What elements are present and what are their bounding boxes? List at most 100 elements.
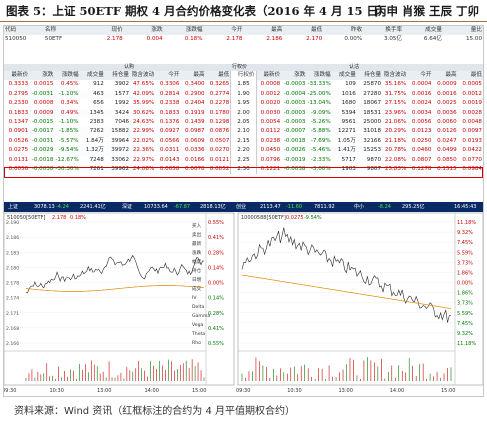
put-cell: 0.0193 xyxy=(462,137,482,144)
quote-cell: 2.186 xyxy=(266,36,283,43)
figure-header: 图表 5：上证 50ETF 期权 4 月合约价格变化表（2016 年 4 月 1… xyxy=(0,0,487,22)
left-chart-pct-tick: 0.28% xyxy=(208,250,224,256)
quote-cell: 0.18% xyxy=(184,36,203,43)
left-chart-pct-tick: 0.00% xyxy=(208,281,224,287)
option-detail-label: Theta xyxy=(191,331,205,337)
put-cell: 0.0422 xyxy=(457,146,483,156)
left-chart-price-tick: 2.190 xyxy=(6,220,19,226)
option-detail-label: 最新 xyxy=(192,240,202,247)
put-cell: 0.0019 xyxy=(462,100,482,107)
put-cell: -2.33% xyxy=(310,156,331,163)
call-cell: 0.2795 xyxy=(4,89,30,100)
call-cell: 2383 xyxy=(89,119,104,126)
strike-cell: 1.85 xyxy=(230,80,257,90)
call-cell: 0.0566 xyxy=(159,137,180,144)
quote-cell: 0.004 xyxy=(146,36,163,43)
option-chain-row[interactable]: 0.0056 -0.0030 -30.30% 7261 39962 24.06% 0.005… xyxy=(4,165,483,175)
atm-contract-highlight-box xyxy=(4,167,483,178)
option-chain-row[interactable]: 0.2330 0.0008 0.34% 656 1992 35.99% 0.2338 0.24… xyxy=(4,99,483,109)
status-bar-item: 中小 xyxy=(354,204,365,210)
call-cell: 0.0927 xyxy=(155,127,181,137)
quote-value-row[interactable]: 510050 50ETF 2.178 0.004 0.18% 2.178 2.186 2.17… xyxy=(4,35,483,44)
quote-cell: 0.00% xyxy=(344,36,363,43)
put-cell: 0.0250 xyxy=(411,137,432,144)
intraday-chart-canvas[interactable]: 510050[50ETF] 2.178 0.18% 0.55% 0.41% 0.28% 0.… xyxy=(4,211,483,397)
call-cell: 22.36% xyxy=(130,146,156,156)
left-chart-frame xyxy=(4,212,235,386)
put-cell: 18531 xyxy=(356,108,383,119)
quote-col-header: 代码 xyxy=(4,26,44,36)
call-cell: 0.0270 xyxy=(205,146,231,156)
put-cell: -0.0004 xyxy=(281,89,307,100)
put-cell: 5394 xyxy=(331,108,357,119)
call-cell: -0.0017 xyxy=(29,127,55,137)
put-cell: 0.0060 xyxy=(437,119,457,126)
option-detail-label: 幅度 xyxy=(192,258,202,265)
right-chart-pct-tick: 3.73% xyxy=(457,260,473,266)
left-chart-pct-tick: 0.55% xyxy=(208,220,224,226)
put-cell: -5.46% xyxy=(306,146,332,156)
status-bar-item: 创业 xyxy=(236,204,247,210)
quote-col-header: 今开 xyxy=(203,26,244,36)
put-cell: -25.00% xyxy=(306,89,332,100)
call-cell: -30.30% xyxy=(54,165,80,175)
call-cell: 0.0008 xyxy=(33,100,54,107)
status-bar-item: -11.60 xyxy=(286,204,303,210)
option-chain-table: 最新价 涨跌 涨跌幅 成交量 持仓量 隐含波动 今开 最高 最低 行权价 最新价 涨跌 涨跌幅 成交量 持仓… xyxy=(4,71,483,175)
call-cell: 7261 xyxy=(79,165,105,175)
figure-title: 图表 5：上证 50ETF 期权 4 月合约价格变化表（2016 年 4 月 1… xyxy=(6,4,390,18)
quote-cell: 6.64亿 xyxy=(423,36,442,43)
option-chain-row[interactable]: 0.1347 -0.0015 -1.10% 2383 7046 24.63% 0.1376 0… xyxy=(4,118,483,128)
quote-col-header: 现价 xyxy=(83,26,124,36)
left-chart-time-tick: 13:00 xyxy=(97,388,111,394)
put-cell: 25.83% xyxy=(382,165,408,175)
option-chain-row[interactable]: 0.2795 -0.0031 -1.10% 463 1577 42.09% 0.2814 0.… xyxy=(4,89,483,100)
call-cell: -0.0030 xyxy=(29,165,55,175)
put-cell: -0.0003 xyxy=(283,100,306,107)
put-cell: 25000 xyxy=(363,119,382,126)
put-cell: 0.0238 xyxy=(260,137,281,144)
put-cell: 0.0056 xyxy=(411,119,432,126)
option-chain-row[interactable]: 0.0275 -0.0029 -9.54% 1.32万 39972 22.36% 0.031… xyxy=(4,146,483,156)
put-cell: 0.0024 xyxy=(411,100,432,107)
call-cell: -0.0018 xyxy=(31,156,54,163)
call-cell: 22.99% xyxy=(130,127,156,137)
left-chart-price-tick: 2.166 xyxy=(6,341,19,347)
strike-cell: 2.10 xyxy=(230,127,257,137)
left-chart-code: 510050[50ETF] xyxy=(7,215,45,221)
left-chart-pct-tick: 0.41% xyxy=(208,235,224,241)
left-chart-pct-tick: 0.55% xyxy=(208,341,224,347)
put-cell: 0.0025 xyxy=(437,100,457,107)
strike-col-header: 行权价 xyxy=(230,71,257,81)
put-cell: 109 xyxy=(345,81,356,88)
call-cell: 0.0015 xyxy=(33,81,54,88)
call-cell: -0.0031 xyxy=(29,89,55,100)
option-chain-row[interactable]: 0.3333 0.0015 0.45% 912 3902 47.65% 0.3306 0.34… xyxy=(4,80,483,90)
call-cell: -0.0029 xyxy=(29,146,55,156)
option-detail-label: IV xyxy=(192,295,197,301)
option-chain-row[interactable]: 0.0526 -0.0031 -5.57% 1.84万 39964 22.02% 0.056… xyxy=(4,136,483,147)
call-cell: 0.0609 xyxy=(185,137,205,144)
quote-col-header: 最高 xyxy=(243,26,284,36)
call-cell: 0.1376 xyxy=(159,119,180,126)
put-cell: 0.0016 xyxy=(432,89,458,100)
status-bar-item: 16:45:43 xyxy=(454,204,477,210)
call-cell: 0.0009 xyxy=(29,108,55,119)
option-chain-row[interactable]: 0.1833 0.0009 0.49% 1345 3424 30.62% 0.1833 0.1… xyxy=(4,108,483,119)
strike-cell: 2.05 xyxy=(230,118,257,128)
strike-cell: 1.90 xyxy=(230,89,257,100)
right-chart-price-line xyxy=(241,227,452,323)
option-chain-row[interactable]: 0.0131 -0.0018 -12.67% 7248 33062 22.97% 0.014… xyxy=(4,155,483,166)
put-cell: 0.0112 xyxy=(256,127,282,137)
put-cell: 0.0034 xyxy=(407,108,433,119)
put-col-header: 最新价 xyxy=(256,71,282,81)
put-section-label: 认沽 xyxy=(349,64,360,70)
status-bar-item: 10733.64 xyxy=(144,204,168,210)
call-cell: 0.2404 xyxy=(185,100,205,107)
put-cell: 0.0807 xyxy=(411,156,432,163)
call-cell: 0.1833 xyxy=(4,108,30,119)
option-detail-label: 买入 xyxy=(192,222,202,229)
option-chain-row[interactable]: 0.0901 -0.0017 -1.85% 7262 15882 22.99% 0.0927… xyxy=(4,127,483,137)
put-cell: 35.16% xyxy=(384,81,407,88)
call-cell: -1.10% xyxy=(54,89,80,100)
